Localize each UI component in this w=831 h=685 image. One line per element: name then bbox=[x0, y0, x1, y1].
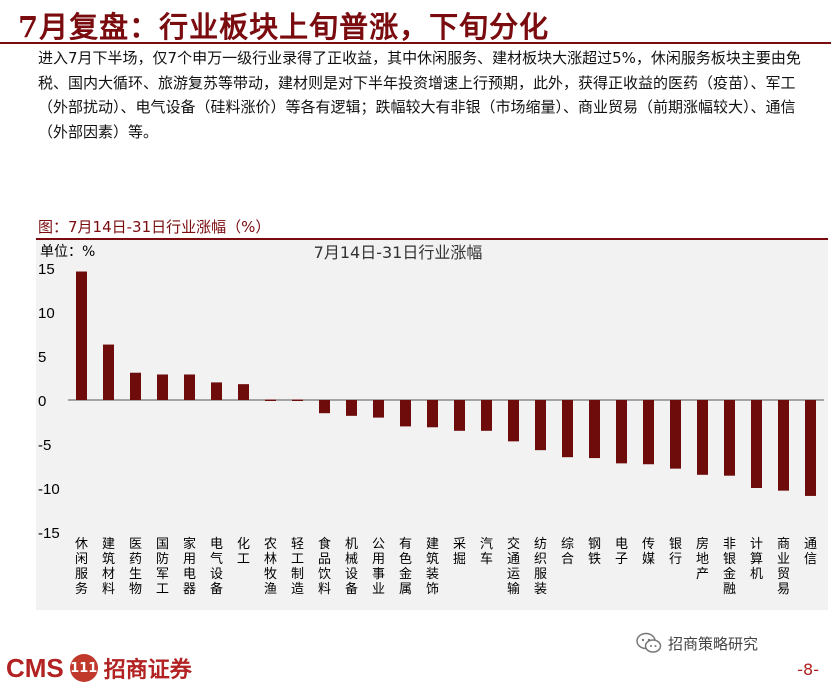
bar bbox=[265, 399, 276, 401]
x-tick-label: 银行 bbox=[669, 537, 682, 567]
chart-caption: 图：7月14日-31日行业涨幅（%） bbox=[38, 218, 271, 236]
y-tick-label: -15 bbox=[38, 525, 60, 542]
x-tick-label: 电子 bbox=[615, 537, 628, 567]
x-tick-label: 采掘 bbox=[453, 537, 466, 567]
x-tick-label: 综合 bbox=[561, 537, 574, 567]
bar bbox=[616, 400, 627, 464]
y-tick-label: -5 bbox=[38, 437, 51, 454]
bar bbox=[319, 400, 330, 414]
chart-title: 7月14日-31日行业涨幅 bbox=[314, 243, 483, 262]
x-tick-label: 化工 bbox=[237, 537, 250, 567]
bar bbox=[562, 400, 573, 458]
x-tick-label: 食品饮料 bbox=[318, 536, 331, 597]
logo-text: CMS bbox=[6, 652, 64, 683]
intro-paragraph: 进入7月下半场，仅7个申万一级行业录得了正收益，其中休闲服务、建材板块大涨超过5… bbox=[38, 49, 801, 141]
x-tick-label: 商业贸易 bbox=[777, 537, 790, 597]
bar bbox=[346, 400, 357, 416]
bar bbox=[103, 344, 114, 400]
company-logo: CMS 111 招商证券 bbox=[6, 652, 192, 684]
bar bbox=[211, 382, 222, 400]
x-tick-label: 纺织服装 bbox=[534, 537, 547, 597]
x-tick-label: 建筑装饰 bbox=[426, 537, 439, 597]
bar bbox=[697, 400, 708, 475]
bar bbox=[751, 400, 762, 488]
bar bbox=[724, 400, 735, 476]
x-tick-label: 有色金属 bbox=[399, 537, 412, 597]
caption-divider bbox=[36, 238, 828, 240]
wechat-watermark: 招商策略研究 bbox=[636, 632, 758, 654]
logo-chinese: 招商证券 bbox=[103, 657, 192, 683]
x-tick-label: 机械设备 bbox=[345, 537, 358, 597]
bar bbox=[427, 400, 438, 428]
wechat-account-name: 招商策略研究 bbox=[668, 634, 759, 653]
bar bbox=[643, 400, 654, 465]
x-tick-label: 电气设备 bbox=[210, 537, 223, 597]
bar bbox=[130, 372, 141, 400]
y-tick-label: -10 bbox=[38, 481, 60, 498]
page-number: -8- bbox=[797, 660, 819, 679]
bar bbox=[157, 374, 168, 400]
x-tick-label: 交通运输 bbox=[507, 536, 520, 597]
bar bbox=[400, 400, 411, 427]
x-tick-label: 医药生物 bbox=[129, 537, 142, 597]
bar bbox=[508, 400, 519, 442]
bar bbox=[805, 400, 816, 496]
y-tick-label: 15 bbox=[38, 261, 55, 278]
x-tick-label: 非银金融 bbox=[723, 537, 736, 597]
bar bbox=[292, 399, 303, 401]
bar bbox=[535, 400, 546, 451]
x-tick-label: 汽车 bbox=[480, 537, 493, 567]
wechat-icon bbox=[636, 632, 662, 653]
bar bbox=[778, 400, 789, 491]
x-tick-label: 房地产 bbox=[696, 536, 709, 582]
x-tick-label: 计算机 bbox=[750, 537, 763, 582]
bar bbox=[184, 374, 195, 400]
title-divider bbox=[0, 42, 831, 44]
bar bbox=[76, 271, 87, 400]
x-tick-label: 家用电器 bbox=[183, 536, 196, 597]
bar bbox=[589, 400, 600, 459]
bar bbox=[481, 400, 492, 431]
unit-label: 单位：% bbox=[40, 244, 95, 260]
y-tick-label: 10 bbox=[38, 305, 55, 322]
chart-panel: 单位：% 7月14日-31日行业涨幅 15 10 5 0 -5 -10 -15 休闲服务 建筑… bbox=[36, 240, 828, 610]
logo-emblem-icon: 111 bbox=[69, 654, 98, 682]
x-tick-label: 轻工制造 bbox=[291, 537, 304, 597]
y-tick-label: 0 bbox=[38, 393, 46, 410]
bar-chart: 单位：% 7月14日-31日行业涨幅 15 10 5 0 -5 -10 -15 休闲服务 建筑… bbox=[38, 243, 824, 597]
x-tick-label: 建筑材料 bbox=[102, 537, 115, 597]
x-tick-label: 农林牧渔 bbox=[264, 537, 277, 597]
bar bbox=[373, 400, 384, 418]
x-tick-label: 国防军工 bbox=[156, 537, 169, 597]
page-title: 7月复盘：行业板块上旬普涨，下旬分化 bbox=[18, 10, 550, 44]
x-tick-label: 通信 bbox=[804, 537, 817, 567]
x-tick-label: 公用事业 bbox=[372, 537, 385, 597]
x-tick-label: 休闲服务 bbox=[75, 537, 88, 597]
bar bbox=[454, 400, 465, 431]
bar bbox=[238, 384, 249, 400]
x-tick-label: 钢铁 bbox=[588, 537, 601, 567]
y-tick-label: 5 bbox=[38, 349, 46, 366]
x-tick-label: 传媒 bbox=[642, 537, 655, 567]
bar bbox=[670, 400, 681, 469]
